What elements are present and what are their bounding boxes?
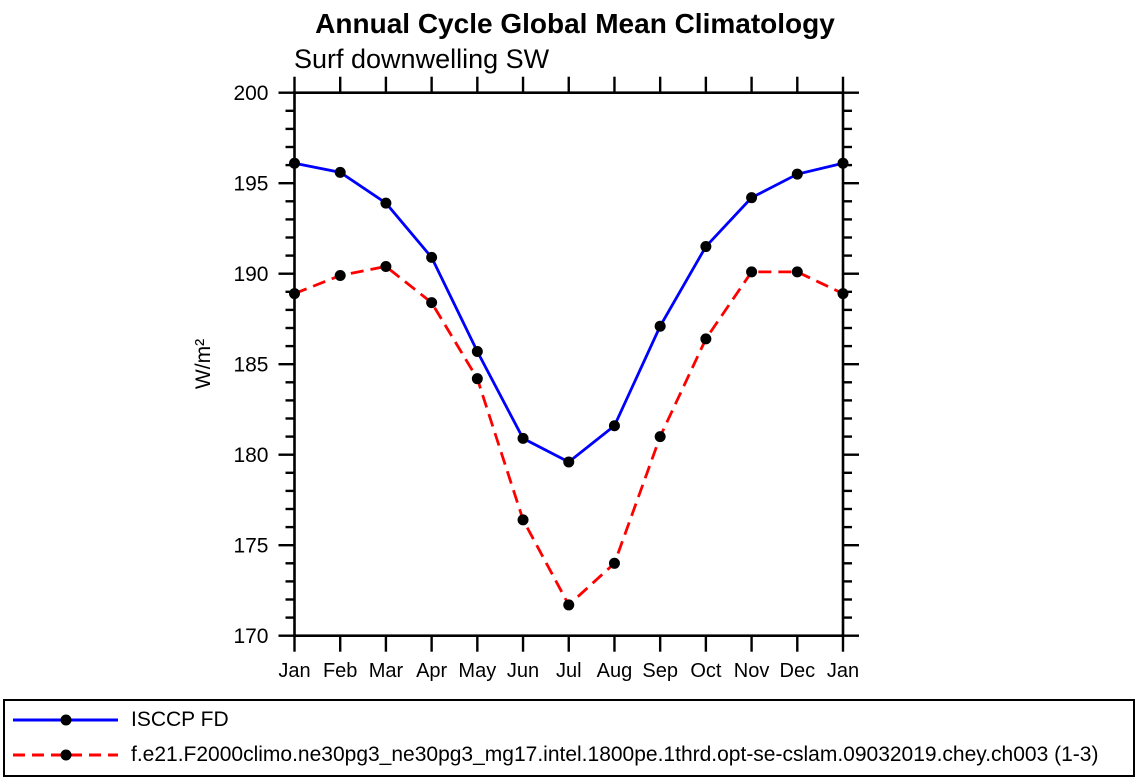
legend-label-isccp-fd: ISCCP FD <box>131 707 229 731</box>
plot-area: 170 175 180 185 190 195 200 Jan Feb Mar Apr May Jun J… <box>233 76 859 682</box>
chart-subtitle: Surf downwelling SW <box>294 44 550 74</box>
x-tick-label: Dec <box>780 660 816 682</box>
legend-line-sample-solid <box>13 714 118 725</box>
x-tick-label: Oct <box>690 660 722 682</box>
series-line-0 <box>294 161 844 464</box>
x-tick-label: Jan <box>278 660 310 682</box>
data-point-series-1 <box>426 297 438 309</box>
chart-title: Annual Cycle Global Mean Climatology <box>315 8 835 39</box>
legend-item-isccp-fd: ISCCP FD <box>5 702 1133 737</box>
data-point-series-0 <box>700 241 712 253</box>
data-point-series-0 <box>654 320 666 332</box>
data-point-series-0 <box>608 420 620 432</box>
data-point-series-1 <box>654 431 666 443</box>
data-point-series-0 <box>289 157 300 169</box>
data-point-series-0 <box>426 251 438 263</box>
legend-marker-dot-icon <box>60 714 72 725</box>
data-point-series-0 <box>380 197 392 209</box>
data-point-series-0 <box>471 346 483 358</box>
y-tick-label: 200 <box>233 82 268 105</box>
data-point-series-0 <box>334 166 346 178</box>
plot-frame <box>293 91 845 637</box>
annual-cycle-line-chart: Annual Cycle Global Mean Climatology Sur… <box>192 8 859 682</box>
data-point-series-0 <box>746 192 758 204</box>
data-point-series-1 <box>837 288 849 300</box>
data-point-series-1 <box>791 266 803 278</box>
x-tick-label: Jan <box>827 660 859 682</box>
legend-item-model-run: f.e21.F2000climo.ne30pg3_ne30pg3_mg17.in… <box>5 737 1133 772</box>
data-point-series-0 <box>837 157 849 169</box>
y-tick-label: 180 <box>233 444 268 467</box>
legend-marker-dot-icon <box>60 749 72 760</box>
legend-label-model-run: f.e21.F2000climo.ne30pg3_ne30pg3_mg17.in… <box>131 742 1099 766</box>
x-tick-label: Mar <box>369 660 404 682</box>
y-tick-label: 170 <box>233 625 268 648</box>
data-point-series-1 <box>334 270 346 282</box>
x-tick-label: Jun <box>507 660 539 682</box>
x-tick-label: Nov <box>734 660 770 682</box>
y-tick-label: 185 <box>233 354 268 377</box>
data-point-series-0 <box>791 168 803 180</box>
x-tick-label: Aug <box>597 660 633 682</box>
data-point-series-1 <box>471 373 483 385</box>
data-point-series-1 <box>608 557 620 569</box>
legend-box: ISCCP FD f.e21.F2000climo.ne30pg3_ne30pg… <box>3 699 1135 777</box>
data-point-series-1 <box>700 333 712 345</box>
data-point-series-1 <box>746 266 758 278</box>
data-point-series-1 <box>563 599 575 611</box>
legend-line-sample-dashed <box>13 749 118 760</box>
x-tick-label: Apr <box>416 660 447 682</box>
x-tick-label: May <box>458 660 496 682</box>
y-tick-label: 190 <box>233 263 268 286</box>
data-point-series-1 <box>289 288 300 300</box>
data-point-series-1 <box>380 260 392 272</box>
x-tick-label: Feb <box>323 660 357 682</box>
data-point-series-1 <box>517 514 529 526</box>
x-tick-label: Sep <box>642 660 678 682</box>
data-point-series-0 <box>563 456 575 468</box>
y-tick-label: 175 <box>233 535 268 558</box>
series-line-1 <box>293 264 844 608</box>
y-axis-label: W/m² <box>192 339 215 389</box>
x-tick-label: Jul <box>556 660 582 682</box>
data-point-series-0 <box>517 432 529 444</box>
y-tick-label: 195 <box>233 173 268 196</box>
